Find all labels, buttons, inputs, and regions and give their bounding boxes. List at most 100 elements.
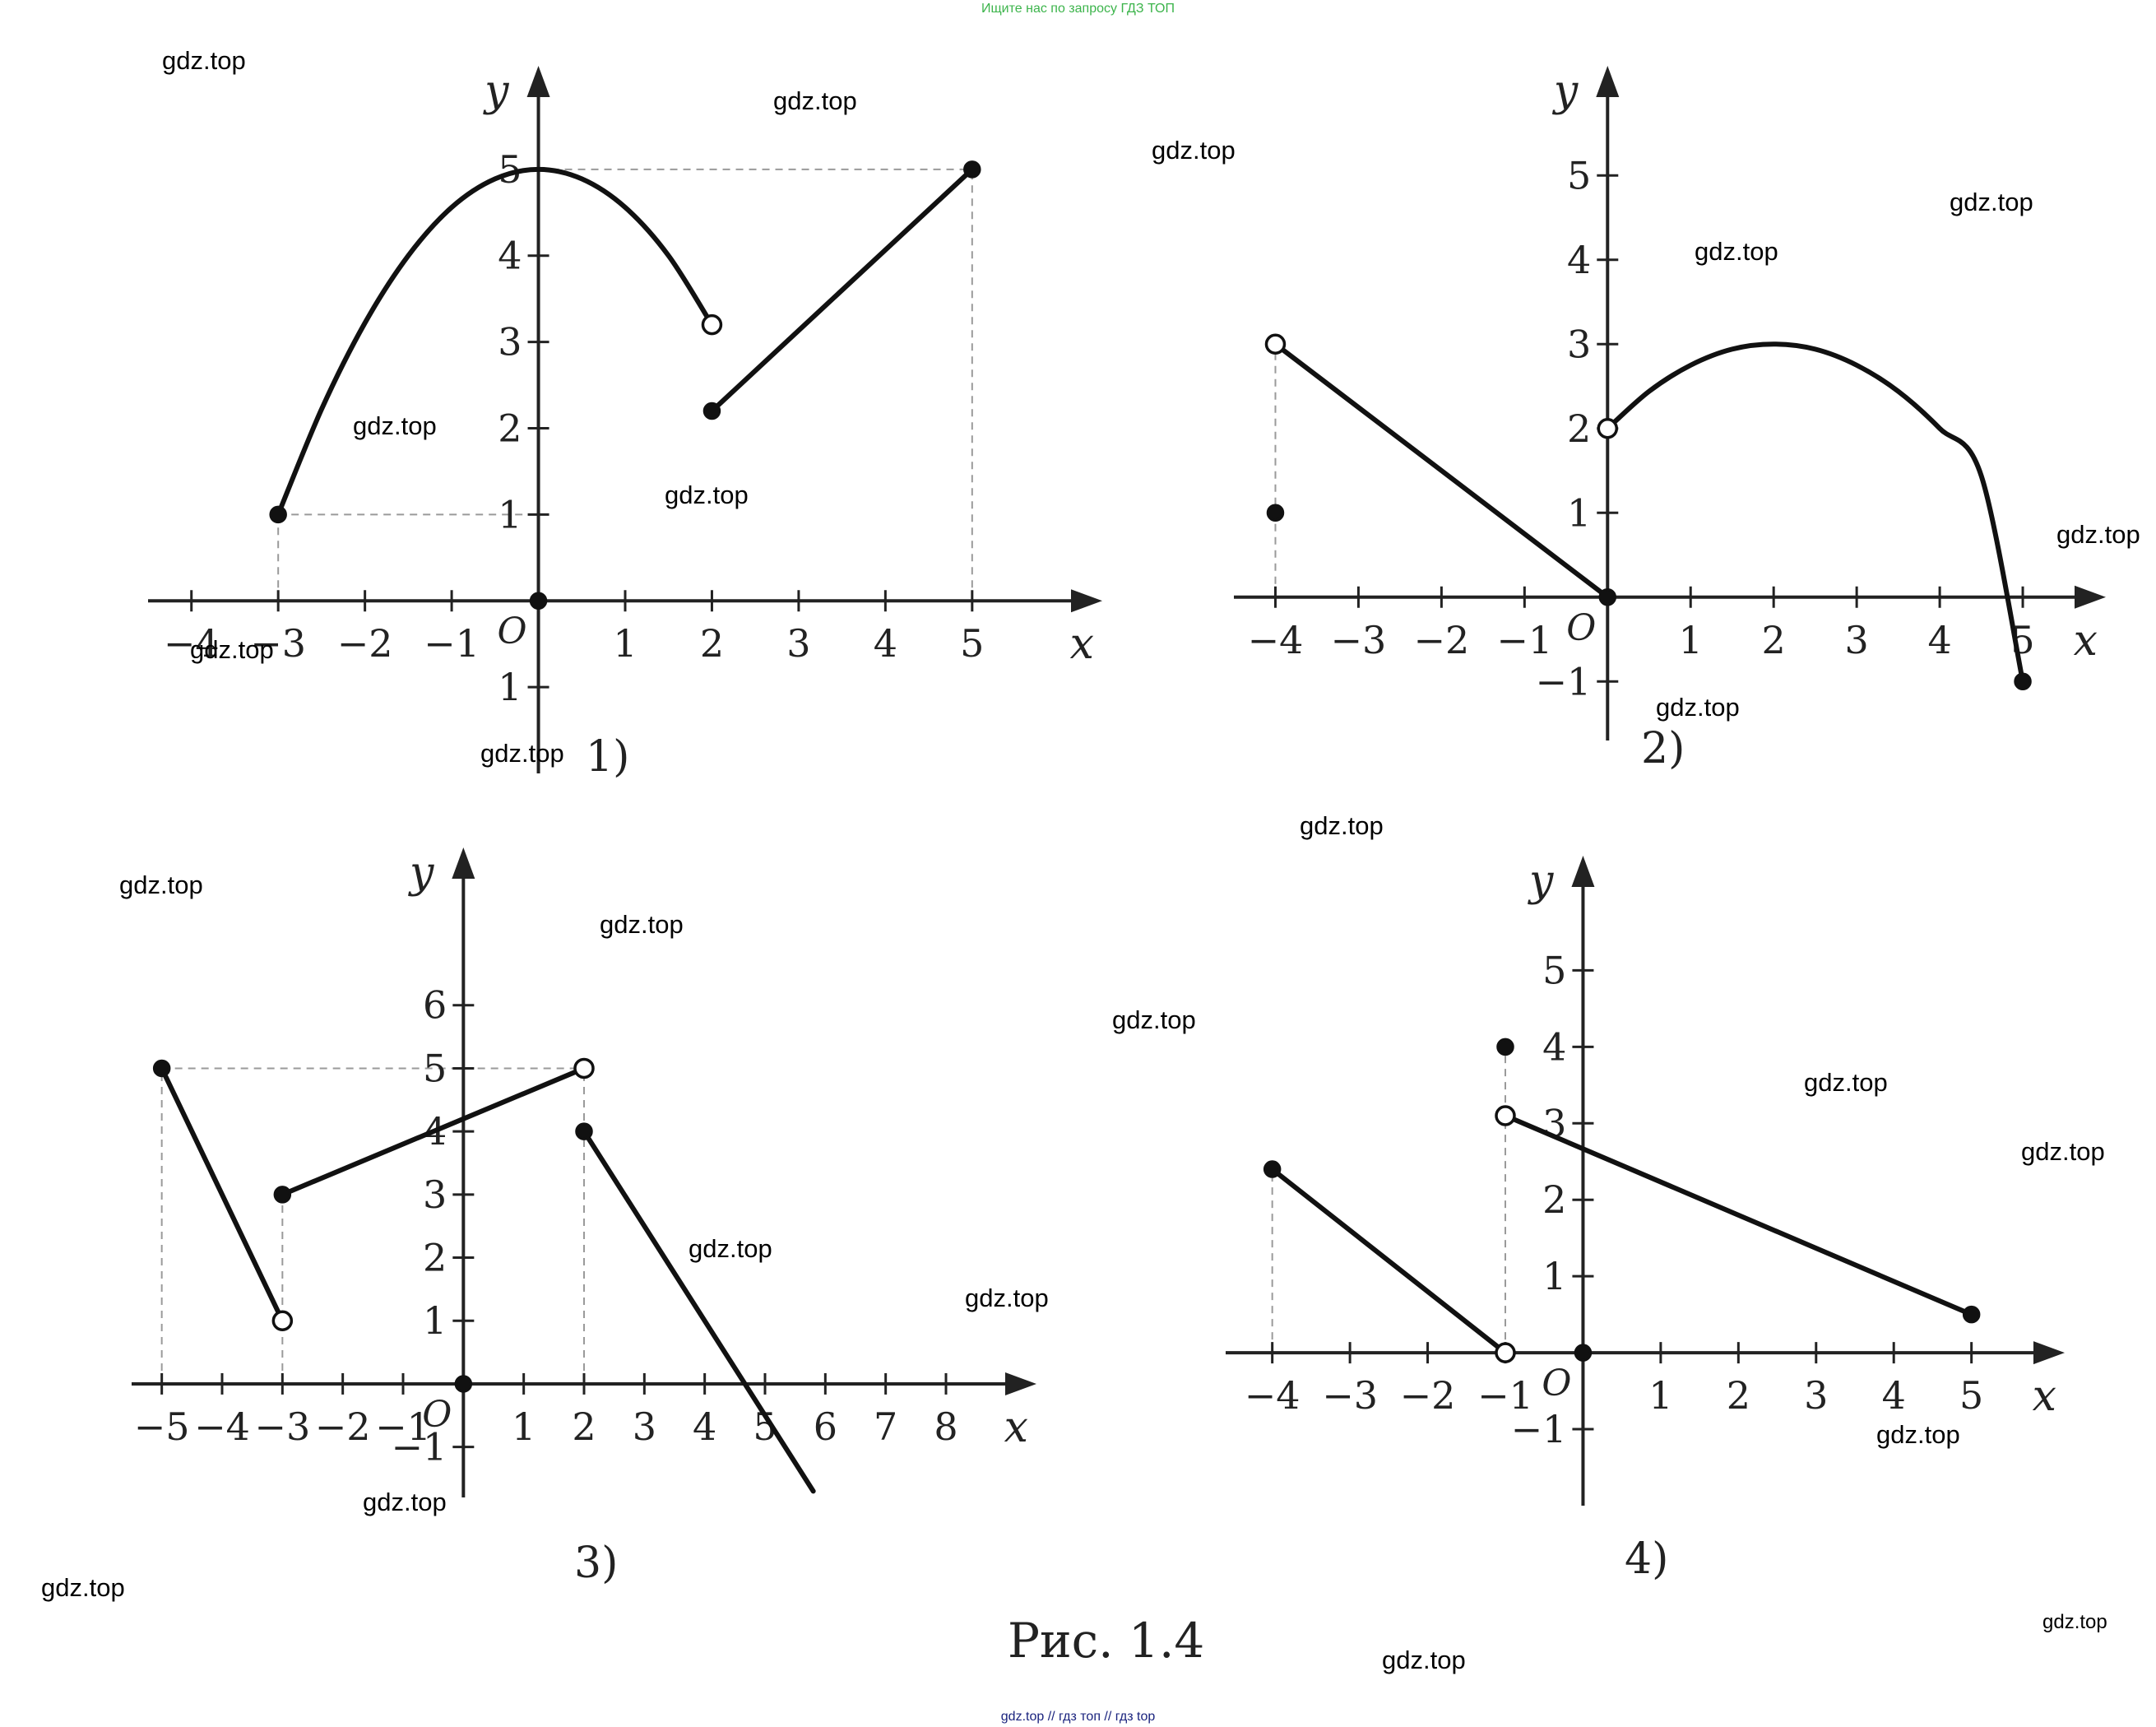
top-banner[interactable]: Ищите нас по запросу ГДЗ ТОП: [981, 2, 1175, 16]
filled-point: [702, 402, 721, 420]
watermark-text: gdz.top: [353, 411, 437, 440]
x-tick-label: −1: [424, 621, 480, 666]
x-axis-arrow: [1071, 589, 1102, 613]
y-tick-label: 2: [423, 1236, 447, 1280]
watermark-text: gdz.top: [119, 870, 203, 899]
y-tick-label: 3: [423, 1172, 447, 1217]
filled-point: [273, 1186, 292, 1204]
watermark-text: gdz.top: [162, 46, 246, 75]
watermark-text: gdz.top: [1382, 1646, 1466, 1674]
y-axis-label: y: [483, 67, 509, 116]
x-tick-label: 2: [700, 621, 724, 666]
x-tick-label: 2: [572, 1404, 596, 1449]
x-axis-label: x: [2074, 616, 2098, 666]
filled-point: [1496, 1038, 1514, 1056]
x-tick-label: 2: [1762, 618, 1786, 662]
y-tick-label: −1: [1511, 1407, 1567, 1451]
x-tick-label: 4: [874, 621, 897, 666]
filled-point: [454, 1375, 473, 1393]
x-tick-label: −1: [375, 1404, 431, 1449]
x-tick-label: −2: [1400, 1373, 1456, 1418]
graph-segment: [709, 166, 975, 414]
filled-point: [1266, 504, 1285, 522]
watermark-text: gdz.top: [1876, 1420, 1960, 1449]
filled-point: [1598, 588, 1617, 606]
y-tick-label: 3: [498, 320, 522, 364]
x-tick-label: 1: [1679, 618, 1703, 662]
graph-segment: [1273, 341, 1611, 600]
x-tick-label: −2: [337, 621, 393, 666]
filled-point: [2014, 672, 2032, 690]
origin-label: O: [497, 610, 526, 652]
x-tick-label: 6: [814, 1404, 837, 1449]
panel-label-1: 1): [586, 732, 630, 782]
x-tick-label: −4: [1248, 618, 1304, 662]
y-tick-label: 3: [1567, 322, 1591, 366]
watermark-text: gdz.top: [1950, 188, 2033, 216]
open-point: [1264, 333, 1287, 355]
y-tick-label: −1: [392, 1425, 447, 1469]
x-tick-label: 1: [1648, 1373, 1672, 1418]
watermark-text: gdz.top: [363, 1488, 447, 1516]
y-axis-arrow: [1596, 66, 1620, 97]
x-tick-label: −4: [194, 1404, 250, 1449]
filled-point: [529, 592, 548, 610]
panel-label-4: 4): [1625, 1534, 1669, 1584]
x-tick-label: 4: [1927, 618, 1951, 662]
y-tick-label: 1: [498, 492, 522, 536]
graph-segment: [1269, 1167, 1508, 1356]
open-point: [701, 313, 723, 336]
x-axis-arrow: [1005, 1372, 1036, 1395]
y-tick-label: 5: [1542, 948, 1566, 992]
y-tick-label: 6: [423, 983, 447, 1028]
open-point: [1495, 1105, 1516, 1126]
x-tick-label: 3: [1845, 618, 1869, 662]
x-tick-label: −4: [1245, 1373, 1301, 1418]
x-tick-label: −1: [1496, 618, 1552, 662]
y-axis-label: y: [1528, 857, 1554, 906]
watermark-text: gdz.top: [1695, 237, 1778, 266]
y-tick-label: 2: [1567, 406, 1591, 451]
y-axis-arrow: [1571, 856, 1595, 887]
watermark-text: gdz.top: [41, 1573, 125, 1602]
panel-label-2: 2): [1641, 724, 1685, 773]
watermark-text: gdz.top: [2056, 520, 2140, 549]
watermark-text: gdz.top: [773, 86, 857, 115]
watermark-text: gdz.top: [190, 635, 274, 664]
x-axis-arrow: [2033, 1341, 2065, 1365]
watermark-text: gdz.top: [1804, 1068, 1888, 1097]
x-tick-label: −2: [315, 1404, 371, 1449]
x-tick-label: 4: [1882, 1373, 1906, 1418]
x-tick-label: −3: [1331, 618, 1387, 662]
x-axis-label: x: [2033, 1372, 2056, 1421]
y-tick-label: −1: [1535, 659, 1591, 703]
watermark-text: gdz.top: [1300, 811, 1384, 840]
x-tick-label: −3: [254, 1404, 310, 1449]
watermark-text: gdz.top: [1152, 136, 1236, 165]
footer-text[interactable]: gdz.top // гдз топ // гдз top: [1000, 1710, 1156, 1724]
y-axis-label: y: [1552, 67, 1579, 116]
open-point: [1597, 418, 1619, 439]
figure-caption: Рис. 1.4: [1008, 1613, 1205, 1669]
graph-curve: [1605, 341, 2026, 685]
filled-point: [963, 160, 981, 179]
x-tick-label: 1: [512, 1404, 536, 1449]
graph-segment: [280, 1065, 587, 1197]
x-axis-label: x: [1004, 1403, 1028, 1452]
x-tick-label: 3: [786, 621, 810, 666]
x-tick-label: 2: [1727, 1373, 1750, 1418]
y-axis-arrow: [526, 66, 550, 97]
x-tick-label: 5: [1959, 1373, 1983, 1418]
watermark-text: gdz.top: [600, 910, 684, 939]
filled-point: [1962, 1305, 1981, 1324]
open-point: [1495, 1342, 1516, 1363]
x-tick-label: −1: [1477, 1373, 1533, 1418]
origin-label: O: [422, 1394, 452, 1436]
x-tick-label: −2: [1413, 618, 1469, 662]
panel-label-3: 3): [574, 1539, 619, 1588]
y-tick-label: 5: [1567, 153, 1591, 197]
watermark-text: gdz.top: [480, 739, 564, 768]
watermark-text: gdz.top: [1112, 1005, 1196, 1034]
